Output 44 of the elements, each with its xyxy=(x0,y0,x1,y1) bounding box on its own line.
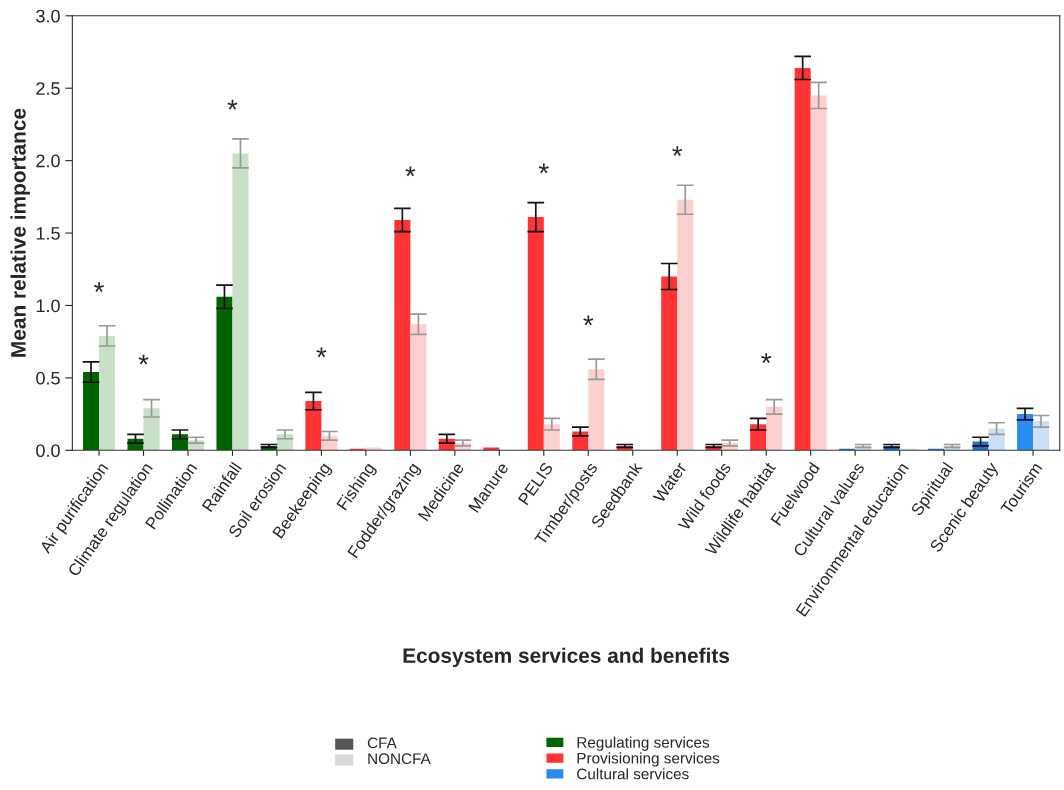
y-tick-label: 1.0 xyxy=(36,299,60,313)
annotation: * xyxy=(583,315,594,326)
bar xyxy=(83,372,100,451)
y-tick-label: 3.0 xyxy=(36,9,60,23)
x-axis-title: Ecosystem services and benefits xyxy=(403,647,730,668)
bar xyxy=(661,276,678,451)
y-tick-label: 2.0 xyxy=(36,154,60,168)
bar xyxy=(305,401,322,451)
text: NONCFA xyxy=(368,753,431,765)
bar xyxy=(216,296,233,451)
bar xyxy=(794,67,811,451)
bar xyxy=(394,220,411,451)
legend-label: Regulating services xyxy=(577,736,710,751)
text: CFA xyxy=(367,737,397,749)
y-tick-label: 2.5 xyxy=(36,82,60,95)
annotation: * xyxy=(538,163,549,174)
annotation: * xyxy=(405,166,416,177)
bar xyxy=(143,408,160,451)
y-tick-label: 0.5 xyxy=(36,371,60,385)
bar xyxy=(677,199,694,451)
annotation: * xyxy=(761,353,772,364)
bar xyxy=(232,153,249,451)
legend-label: Cultural services xyxy=(577,768,689,780)
bar xyxy=(1033,421,1050,451)
annotation: * xyxy=(316,347,327,358)
bar xyxy=(483,447,500,451)
legend-label: Provisioning services xyxy=(577,752,720,767)
bar xyxy=(410,324,427,451)
y-tick-label: 0.0 xyxy=(36,444,60,458)
annotation: * xyxy=(672,146,683,156)
bar xyxy=(99,335,116,451)
bar xyxy=(365,447,382,451)
bar xyxy=(1017,414,1034,451)
bar xyxy=(527,217,544,451)
y-axis-title: Mean relative importance xyxy=(10,108,30,357)
y-tick-label: 1.5 xyxy=(36,227,60,240)
annotation: * xyxy=(138,354,149,365)
bar xyxy=(766,406,783,451)
bar xyxy=(810,95,827,451)
bar xyxy=(750,424,767,451)
bar xyxy=(543,424,560,451)
annotation: * xyxy=(94,282,105,293)
bar xyxy=(588,369,605,451)
annotation: * xyxy=(227,99,238,110)
